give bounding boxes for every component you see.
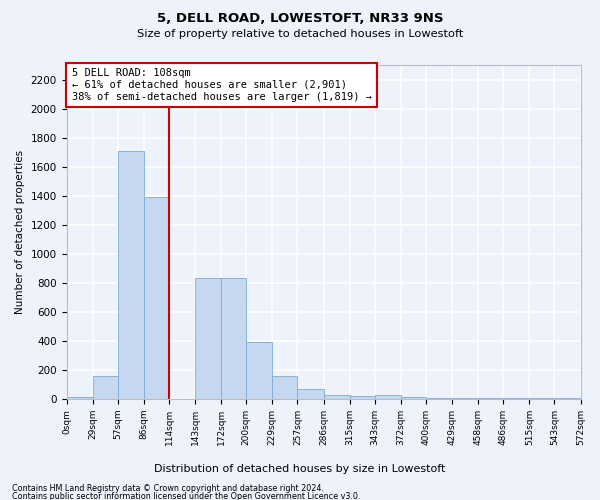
Bar bbox=[452, 398, 478, 399]
Bar bbox=[221, 278, 246, 399]
Bar bbox=[118, 150, 144, 399]
Bar bbox=[426, 398, 452, 399]
Text: Contains public sector information licensed under the Open Government Licence v3: Contains public sector information licen… bbox=[12, 492, 361, 500]
Bar bbox=[529, 398, 554, 399]
Text: Contains HM Land Registry data © Crown copyright and database right 2024.: Contains HM Land Registry data © Crown c… bbox=[12, 484, 324, 493]
Bar bbox=[272, 376, 298, 399]
Text: Size of property relative to detached houses in Lowestoft: Size of property relative to detached ho… bbox=[137, 29, 463, 39]
Bar bbox=[554, 398, 581, 399]
Text: 5, DELL ROAD, LOWESTOFT, NR33 9NS: 5, DELL ROAD, LOWESTOFT, NR33 9NS bbox=[157, 12, 443, 26]
Y-axis label: Number of detached properties: Number of detached properties bbox=[15, 150, 25, 314]
Bar bbox=[195, 278, 221, 399]
Bar bbox=[246, 342, 272, 399]
Bar bbox=[478, 398, 503, 399]
Text: Distribution of detached houses by size in Lowestoft: Distribution of detached houses by size … bbox=[154, 464, 446, 474]
Bar bbox=[67, 398, 92, 399]
Bar bbox=[350, 396, 375, 399]
Bar bbox=[323, 396, 350, 399]
Bar bbox=[375, 394, 401, 399]
Bar bbox=[503, 398, 529, 399]
Bar bbox=[92, 376, 118, 399]
Bar bbox=[298, 390, 323, 399]
Bar bbox=[401, 398, 426, 399]
Text: 5 DELL ROAD: 108sqm
← 61% of detached houses are smaller (2,901)
38% of semi-det: 5 DELL ROAD: 108sqm ← 61% of detached ho… bbox=[71, 68, 371, 102]
Bar bbox=[144, 197, 169, 399]
